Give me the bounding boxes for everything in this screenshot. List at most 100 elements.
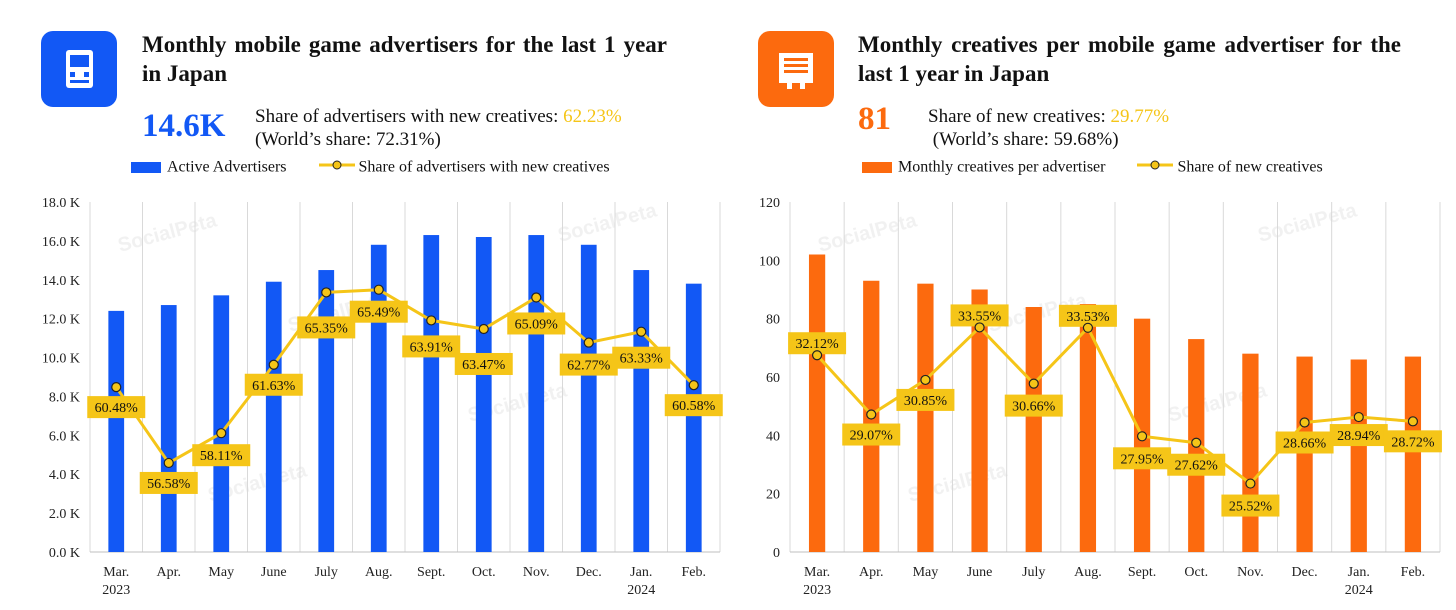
bar xyxy=(475,237,492,552)
line-marker xyxy=(1136,431,1148,442)
line-marker xyxy=(1299,417,1310,428)
bar xyxy=(917,283,934,552)
data-label: 33.53% xyxy=(1066,310,1110,325)
y-tick-label: 12.0 K xyxy=(42,313,80,328)
y-tick-label: 2.0 K xyxy=(49,507,80,522)
line-marker xyxy=(111,382,122,393)
x-tick-label: Nov. xyxy=(1237,565,1264,580)
data-label-box xyxy=(664,394,723,417)
y-tick-label: 100 xyxy=(759,254,780,269)
legend-bar-swatch xyxy=(131,161,161,173)
share-line xyxy=(815,325,1414,486)
x-tick-label: Feb. xyxy=(1401,565,1426,580)
x-tick-label: Dec. xyxy=(576,565,602,580)
bar xyxy=(1079,304,1097,552)
line-marker xyxy=(583,337,594,348)
data-label: 65.49% xyxy=(357,306,401,321)
y-tick-label: 20 xyxy=(766,488,780,503)
y-tick-label: 0 xyxy=(773,546,780,561)
line-marker xyxy=(811,350,823,361)
left-share-text: Share of advertisers with new creatives:… xyxy=(255,105,622,151)
x-tick-label: Aug. xyxy=(365,565,393,580)
line-marker xyxy=(531,292,542,303)
bar xyxy=(1025,307,1042,552)
right-kpi-value: 81 xyxy=(858,101,891,137)
x-tick-label: May xyxy=(208,565,234,580)
bar xyxy=(528,235,545,553)
bar xyxy=(1296,356,1313,552)
x-tick-label: Dec. xyxy=(1292,565,1318,580)
x-tick-label: Mar. 2023 xyxy=(102,565,130,598)
data-label: 65.35% xyxy=(305,321,349,336)
data-label-box xyxy=(1058,304,1117,327)
data-label: 27.62% xyxy=(1175,459,1219,474)
data-label: 63.33% xyxy=(620,352,664,367)
right-world-share: (World’s share: 59.68%) xyxy=(932,129,1119,150)
line-marker xyxy=(866,409,877,420)
data-label-box xyxy=(349,300,408,323)
data-label: 32.12% xyxy=(795,337,839,352)
y-tick-label: 18.0 K xyxy=(42,196,80,211)
y-tick-label: 16.0 K xyxy=(42,235,80,250)
legend-line-label: Share of advertisers with new creatives xyxy=(358,158,610,176)
document-icon xyxy=(758,31,834,107)
line-marker xyxy=(321,287,332,298)
line-marker xyxy=(974,322,985,333)
data-label: 62.77% xyxy=(567,359,611,374)
line-marker xyxy=(920,374,931,386)
data-label: 30.66% xyxy=(1012,400,1056,415)
data-label: 60.48% xyxy=(95,401,139,416)
data-label-box xyxy=(950,304,1009,327)
data-label-box xyxy=(297,316,356,339)
line-marker xyxy=(636,326,647,337)
line-marker xyxy=(1245,478,1256,489)
data-label: 28.72% xyxy=(1391,435,1435,450)
data-label-box xyxy=(507,312,566,335)
left-chart-title: Monthly mobile game advertisers for the … xyxy=(142,32,667,86)
data-label: 29.07% xyxy=(850,429,894,444)
right-legend: Monthly creatives per advertiser Share o… xyxy=(862,158,1323,176)
data-label: 28.66% xyxy=(1283,437,1327,452)
x-tick-label: June xyxy=(967,565,993,580)
data-label-box xyxy=(1167,453,1226,476)
left-kpi-value: 14.6K xyxy=(142,108,226,144)
y-tick-label: 0.0 K xyxy=(49,546,80,561)
x-tick-label: Sept. xyxy=(417,565,445,580)
x-tick-label: Jan. 2024 xyxy=(627,565,655,598)
data-label: 60.58% xyxy=(672,399,716,414)
x-tick-label: May xyxy=(913,565,939,580)
y-tick-label: 60 xyxy=(766,371,780,386)
left-chart-panel: Monthly mobile game advertisers for the … xyxy=(41,31,723,598)
data-label-box xyxy=(842,423,901,446)
right-chart-panel: Monthly creatives per mobile game advert… xyxy=(728,0,1456,610)
data-label: 61.63% xyxy=(252,379,296,394)
line-marker xyxy=(216,428,227,439)
watermark-text: SocialPeta xyxy=(816,209,920,257)
data-label-box xyxy=(87,396,146,419)
line-marker xyxy=(268,359,279,370)
line-marker xyxy=(1407,416,1419,427)
x-tick-label: Nov. xyxy=(523,565,550,580)
left-legend: Active Advertisers Share of advertisers … xyxy=(131,158,610,176)
data-label-box xyxy=(896,388,955,411)
bar xyxy=(971,289,988,552)
line-marker xyxy=(1028,378,1039,389)
watermark-text: SocialPeta xyxy=(1256,199,1360,247)
data-label-box xyxy=(1275,431,1334,454)
y-tick-label: 80 xyxy=(766,313,780,328)
legend-bar-label: Monthly creatives per advertiser xyxy=(898,158,1106,176)
left-share-label: Share of advertisers with new creatives: xyxy=(255,106,564,127)
left-chart-plot: 0.0 K 2.0 K 4.0 K 6.0 K 8.0 K 10.0 K 12.0 K 14.… xyxy=(42,196,723,598)
data-label: 65.09% xyxy=(515,317,559,332)
data-label: 63.47% xyxy=(462,358,506,373)
line-marker xyxy=(1082,322,1094,333)
y-tick-label: 14.0 K xyxy=(42,274,80,289)
data-label-box xyxy=(244,373,303,396)
bar xyxy=(318,270,335,552)
x-tick-label: Apr. xyxy=(157,565,182,580)
line-marker xyxy=(478,323,489,335)
data-label: 56.58% xyxy=(147,477,191,492)
y-tick-label: 120 xyxy=(759,196,780,211)
x-tick-label: Sept. xyxy=(1128,565,1156,580)
legend-bar-swatch xyxy=(862,161,892,173)
